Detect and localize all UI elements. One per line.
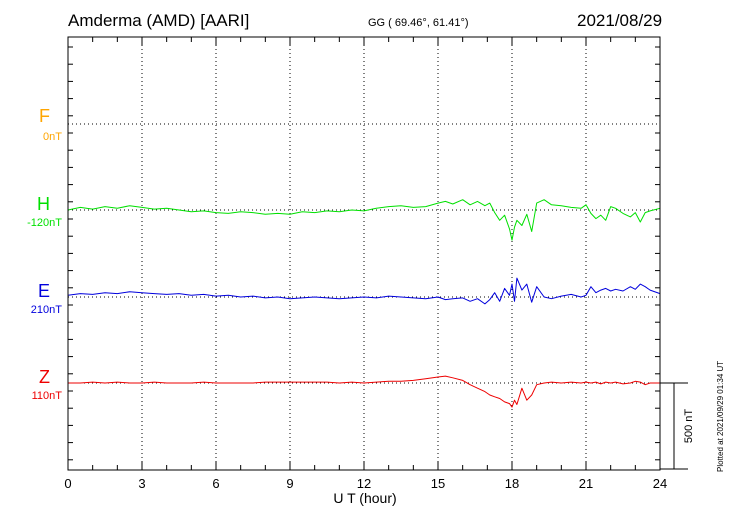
series-layer [67,199,661,408]
channel-e-label: E [37,281,50,301]
series-line-h [67,199,661,241]
series-line-e [67,277,661,305]
series-line-z [68,375,660,408]
plot-date: 2021/08/29 [577,11,663,30]
x-tick-label: 21 [579,476,593,491]
channel-f-label: F [39,106,50,126]
channel-h-baseline: -120nT [27,217,62,229]
station-title: Amderma (AMD) [AARI] [68,11,250,30]
channel-f-baseline: 0nT [43,131,62,143]
channel-h-label: H [37,194,50,214]
x-tick-label: 6 [212,476,219,491]
tick-label-layer: 0 3 6 9 12 15 18 21 24 [64,476,667,491]
channel-z-baseline: 110nT [31,390,62,402]
x-tick-label: 0 [64,476,71,491]
frame-layer [67,36,661,471]
x-tick-label: 15 [431,476,445,491]
x-tick-label: 3 [138,476,145,491]
x-axis-label: U T (hour) [333,490,396,506]
scale-bar-label: 500 nT [683,409,695,444]
x-tick-label: 9 [286,476,293,491]
channel-z-label: Z [39,367,50,387]
channel-e-baseline: 210nT [30,304,62,316]
x-tick-label: 18 [505,476,519,491]
x-tick-label: 24 [653,476,667,491]
geographic-coordinates: GG ( 69.46°, 61.41°) [368,17,469,29]
plotted-at-note: Plotted at 2021/09/29 01:34 UT [716,360,725,472]
grid-layer [68,37,660,470]
x-tick-label: 12 [357,476,371,491]
scale-bar: 500 nT [660,382,695,470]
